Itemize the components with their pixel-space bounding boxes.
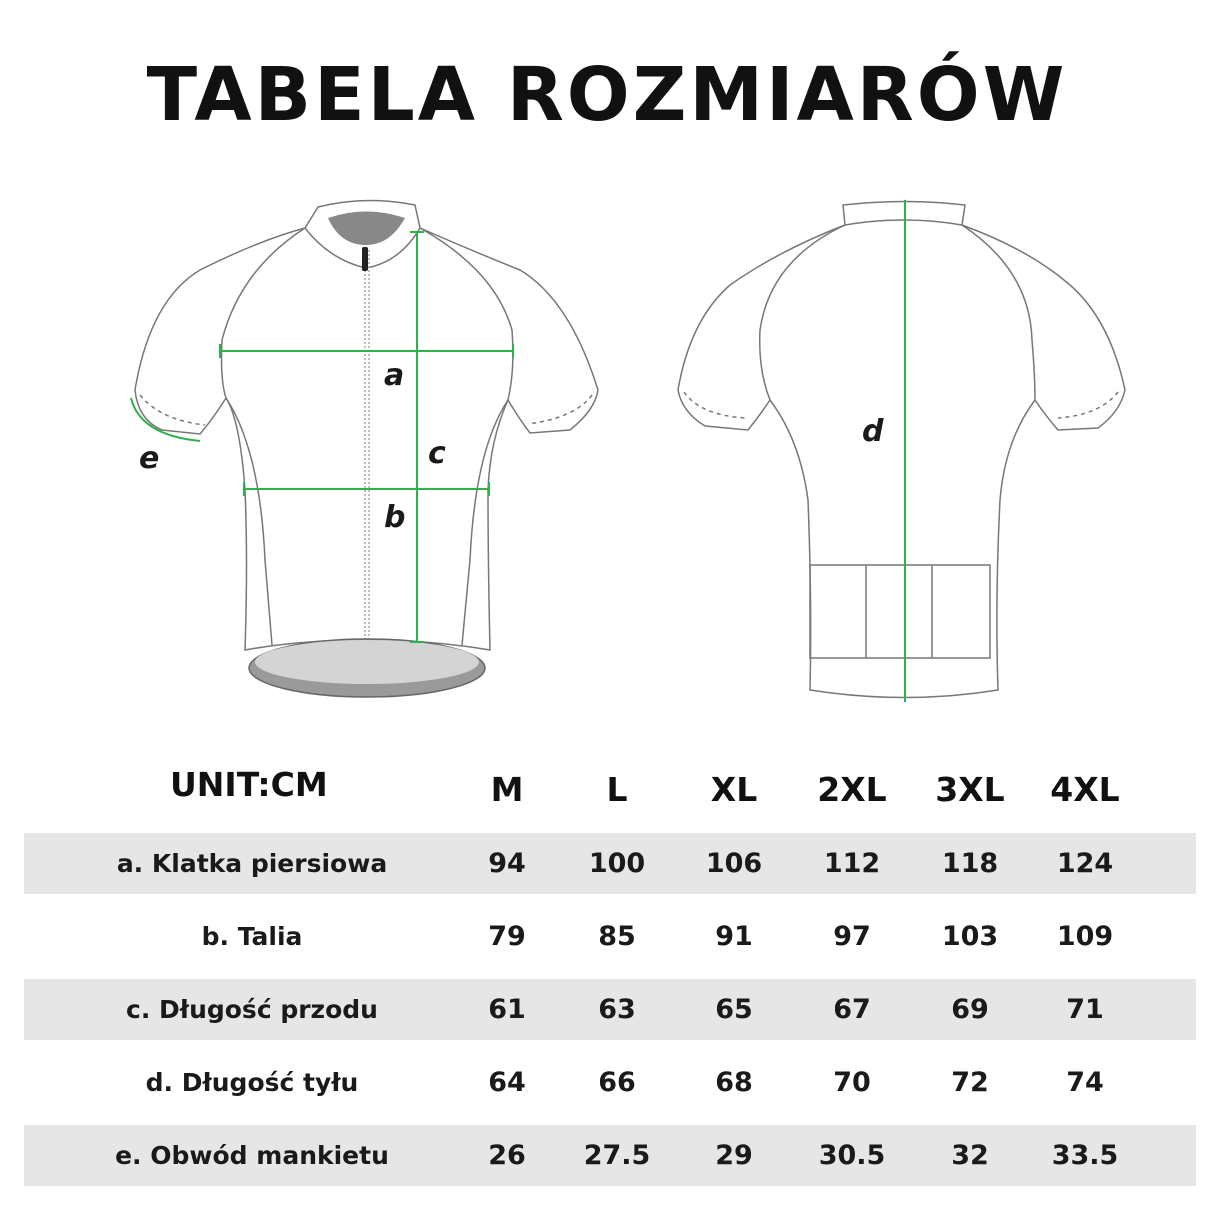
- table-cell: 63: [598, 994, 636, 1025]
- label-b: b: [384, 500, 405, 535]
- table-cell: 26: [488, 1140, 526, 1171]
- table-cell: 71: [1066, 994, 1104, 1025]
- size-header-l: L: [606, 770, 628, 809]
- table-row: c. Długość przodu 61 63 65 67 69 71: [24, 979, 1196, 1040]
- row-label: c. Długość przodu: [126, 995, 378, 1024]
- table-cell: 33.5: [1051, 1140, 1119, 1171]
- jersey-diagram: a b c e d: [130, 199, 1126, 702]
- row-label: b. Talia: [201, 922, 303, 951]
- size-header-3xl: 3XL: [935, 770, 1005, 809]
- table-cell: 67: [833, 994, 871, 1025]
- table-cell: 100: [588, 848, 646, 879]
- size-header-2xl: 2XL: [817, 770, 887, 809]
- label-d: d: [862, 414, 884, 449]
- unit-label: UNIT:CM: [170, 765, 328, 804]
- table-cell: 68: [715, 1067, 753, 1098]
- page-title: TABELA ROZMIARÓW: [146, 52, 1068, 138]
- label-a: a: [384, 358, 404, 393]
- table-cell: 79: [488, 921, 526, 952]
- table-cell: 27.5: [583, 1140, 651, 1171]
- table-cell: 32: [951, 1140, 989, 1171]
- table-cell: 65: [715, 994, 753, 1025]
- table-cell: 118: [941, 848, 999, 879]
- table-cell: 29: [715, 1140, 753, 1171]
- table-cell: 94: [488, 848, 526, 879]
- table-row: d. Długość tyłu 64 66 68 70 72 74: [24, 1052, 1196, 1113]
- table-cell: 70: [833, 1067, 871, 1098]
- table-cell: 106: [705, 848, 763, 879]
- table-cell: 72: [951, 1067, 989, 1098]
- zipper-pull: [362, 247, 368, 271]
- size-header-4xl: 4XL: [1050, 770, 1120, 809]
- row-label: a. Klatka piersiowa: [116, 849, 388, 878]
- table-cell: 103: [941, 921, 999, 952]
- table-row: b. Talia 79 85 91 97 103 109: [24, 906, 1196, 967]
- row-label: d. Długość tyłu: [145, 1068, 359, 1097]
- table-cell: 91: [715, 921, 753, 952]
- label-c: c: [428, 436, 446, 471]
- table-cell: 112: [823, 848, 881, 879]
- size-header-xl: XL: [710, 770, 758, 809]
- table-cell: 69: [951, 994, 989, 1025]
- table-cell: 85: [598, 921, 636, 952]
- table-cell: 64: [488, 1067, 526, 1098]
- measure-e-arc: [130, 397, 201, 442]
- table-cell: 66: [598, 1067, 636, 1098]
- table-row: a. Klatka piersiowa 94 100 106 112 118 124: [24, 833, 1196, 894]
- table-cell: 109: [1056, 921, 1114, 952]
- table-cell: 74: [1066, 1067, 1104, 1098]
- front-measure-lines: [130, 231, 514, 643]
- table-cell: 30.5: [818, 1140, 886, 1171]
- size-header-m: M: [490, 770, 524, 809]
- table-cell: 97: [833, 921, 871, 952]
- table-row: e. Obwód mankietu 26 27.5 29 30.5 32 33.5: [24, 1125, 1196, 1186]
- back-jersey: [677, 200, 1126, 699]
- front-neck-inner: [328, 211, 405, 245]
- table-cell: 61: [488, 994, 526, 1025]
- table-cell: 124: [1056, 848, 1114, 879]
- label-e: e: [139, 441, 159, 476]
- row-label: e. Obwód mankietu: [115, 1141, 389, 1170]
